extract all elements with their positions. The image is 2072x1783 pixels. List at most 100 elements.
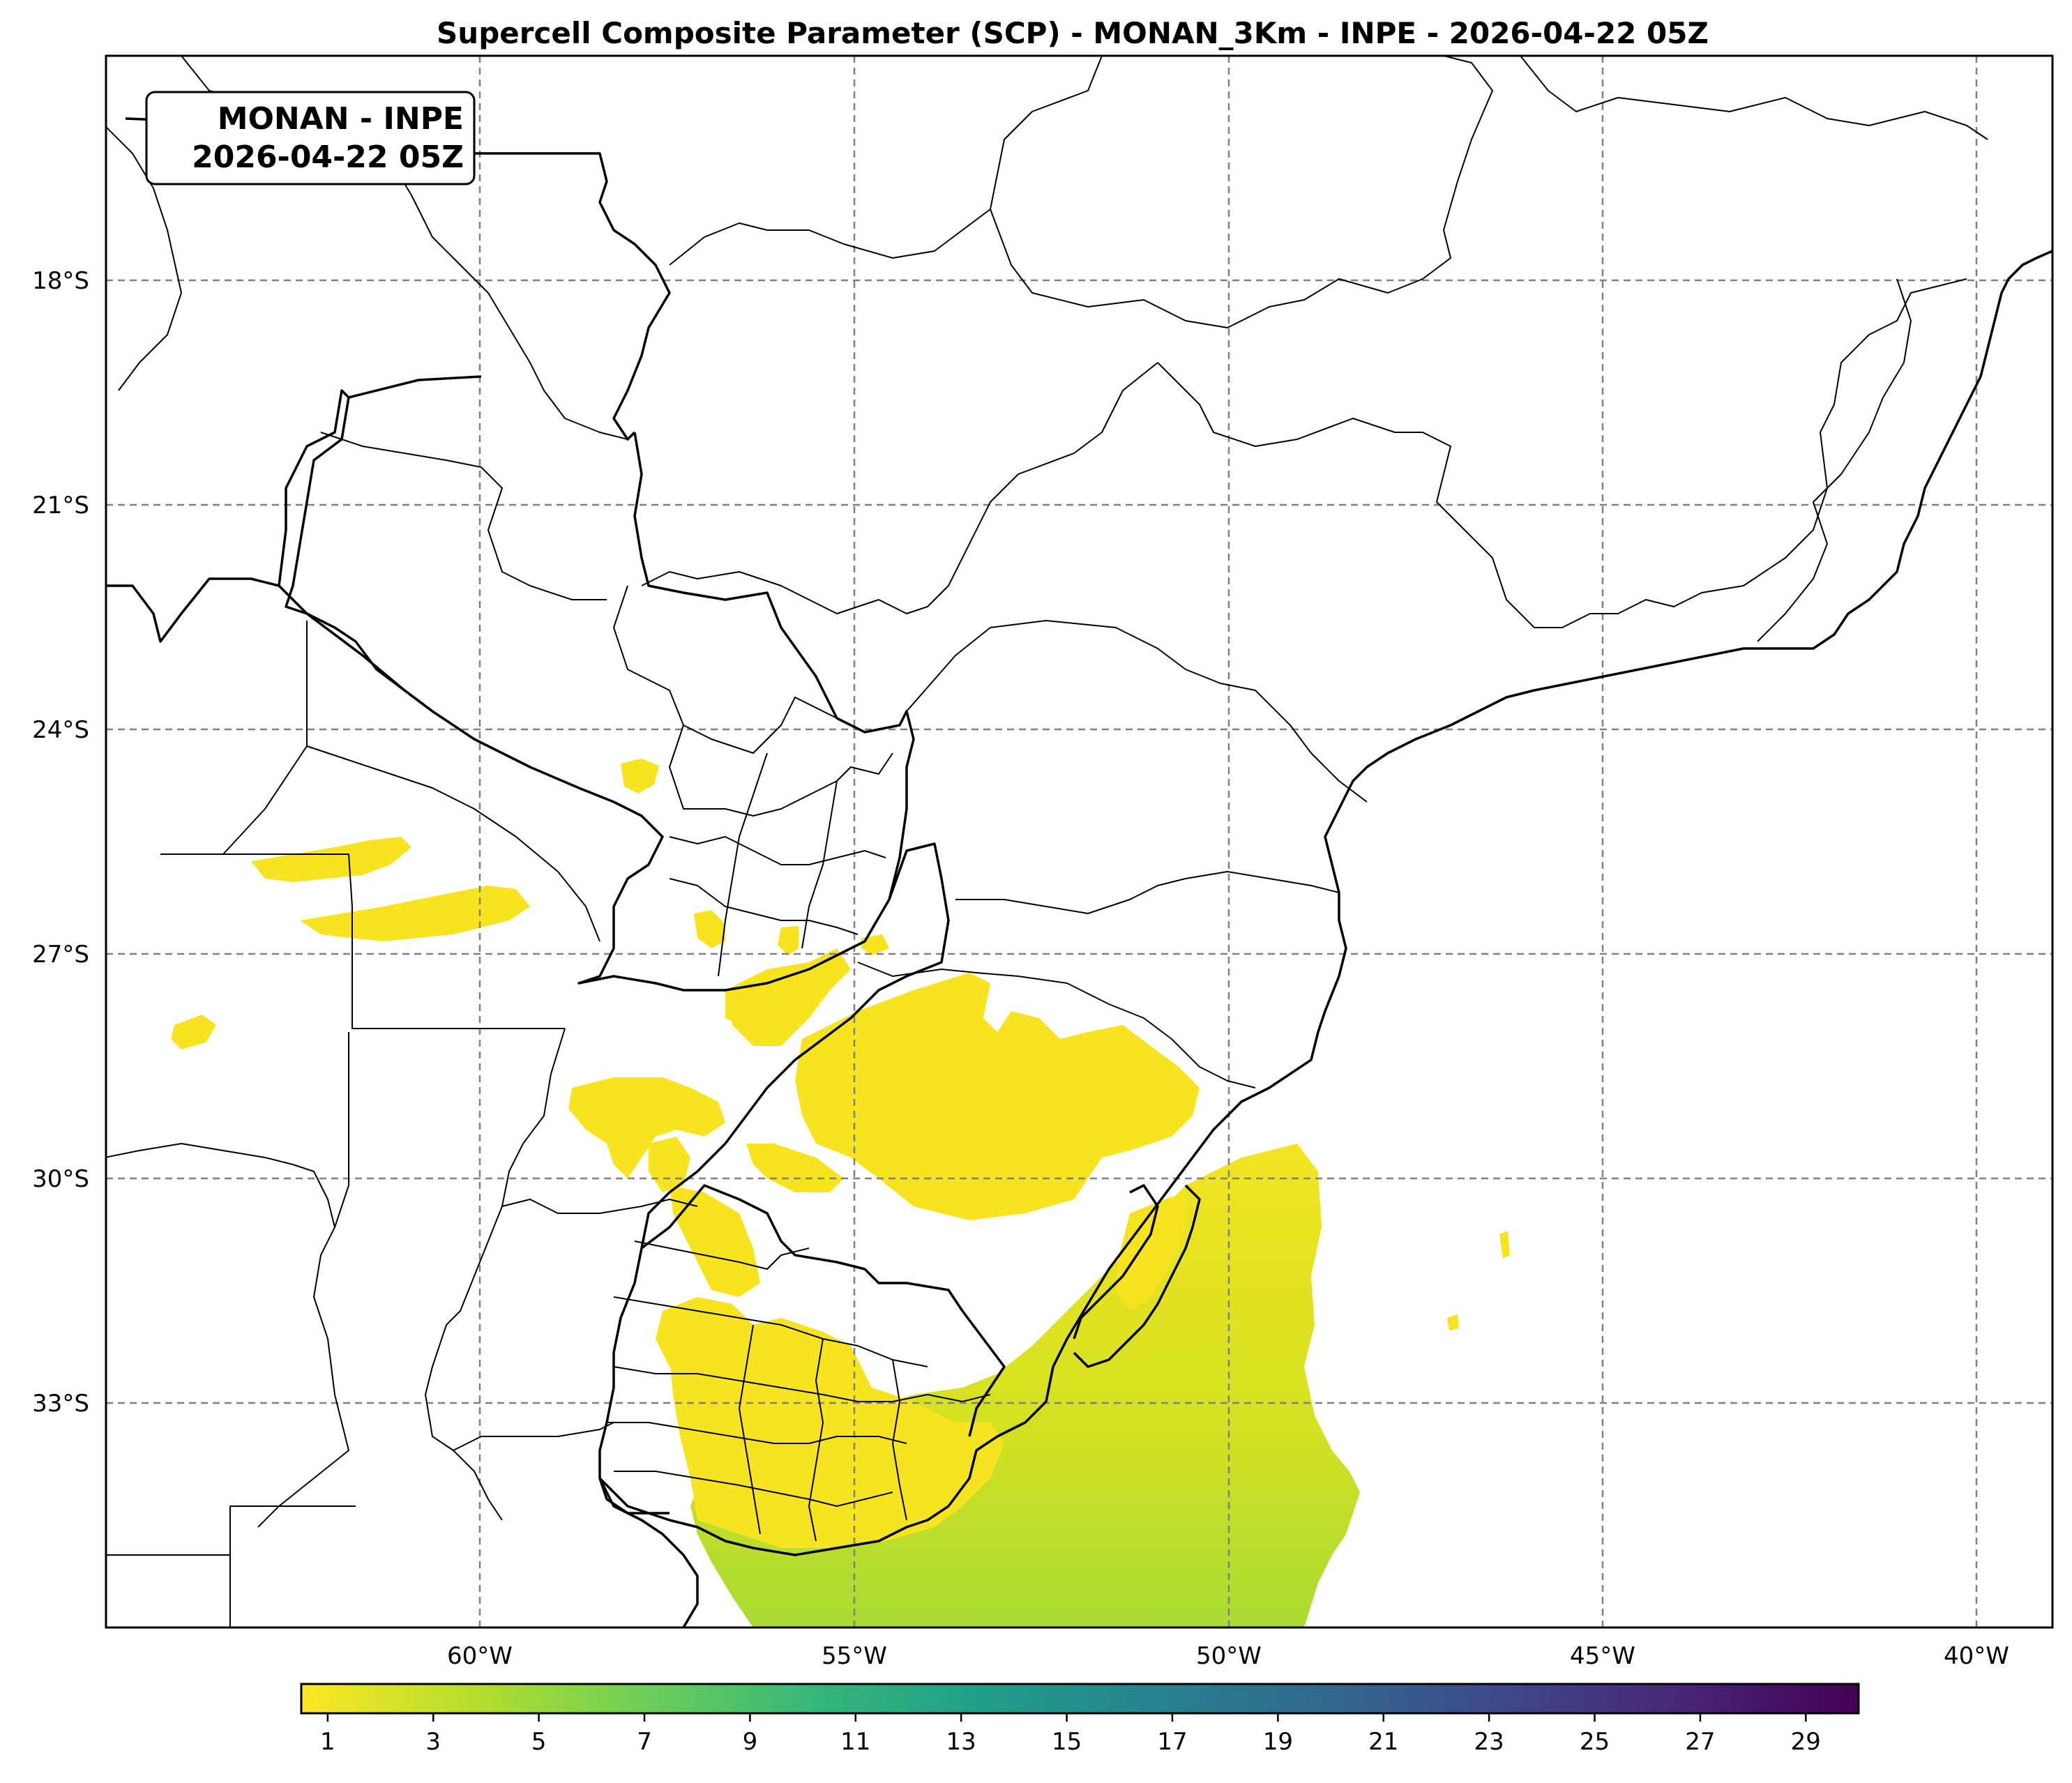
lat-tick-21: 21°S [32,492,89,519]
state-line-pr-sc [955,871,1340,914]
border-argentina-brazil [640,842,950,1249]
info-box-line2: 2026-04-22 05Z [192,139,464,175]
state-line-uruguay-6 [739,1324,761,1535]
colorbar-tick-label: 9 [743,1728,758,1756]
colorbar-tick-label: 15 [1052,1728,1082,1756]
state-line-arg-central-4 [501,1199,698,1214]
colorbar-tick-label: 13 [946,1728,976,1756]
state-line-uruguay-4 [607,1422,907,1444]
coast-patos-lagoon-west [1073,1184,1159,1340]
colorbar-tick-label: 23 [1474,1728,1504,1756]
border-brazil-paraguay [633,432,915,900]
state-line-arg-north-3 [222,621,308,855]
state-line-arg-central-3 [106,1143,335,1228]
field-uruguay-north [656,1297,865,1395]
state-line-paraguay-east-6 [801,780,838,949]
state-line-uruguay-1 [634,1240,810,1270]
state-line-sc-rs [857,962,1256,1088]
lon-tick-50: 50°W [1196,1642,1262,1670]
state-line-uruguay-3 [613,1366,991,1402]
colorbar-tick-label: 27 [1685,1728,1715,1756]
colorbar-bar [300,1683,1860,1715]
field-corrientes-south [649,1137,690,1192]
colorbar-tick-label: 7 [637,1728,652,1756]
state-line-uruguay-2 [613,1296,928,1367]
state-line-paraguay-east-4 [669,878,859,935]
state-line-ms-go [878,362,1158,614]
lat-tick-30: 30°S [32,1165,89,1193]
lon-tick-45: 45°W [1570,1642,1635,1670]
colorbar-tick-label: 17 [1157,1728,1187,1756]
field-patos-lagoon [1116,1192,1186,1311]
state-line-paraguay-east-5 [718,752,768,977]
lat-tick-24: 24°S [32,716,89,744]
colorbar-tick-label: 29 [1791,1728,1821,1756]
state-line-mg-es [1757,278,1912,642]
info-box-frame [145,91,476,185]
border-argentina-paraguay [305,612,891,992]
lat-tick-labels: 18°S 21°S 24°S 27°S 30°S 33°S [32,267,89,1418]
lon-tick-40: 40°W [1944,1642,2009,1670]
lat-tick-27: 27°S [32,941,89,969]
state-line-paraguay-east-2 [669,724,893,817]
colorbar-tick-label: 1 [320,1728,335,1756]
field-chaco-north [251,837,411,882]
border-brazil-uruguay [640,1184,1006,1437]
state-line-arg-north-2 [160,853,565,1029]
state-line-go-mg [669,208,991,266]
colorbar-tick-label: 19 [1263,1728,1293,1756]
field-offshore-speck-2 [1447,1314,1459,1330]
map-frame [105,54,2054,1629]
state-line-arg-north-1 [306,745,600,942]
state-line-uruguay-5 [614,1471,893,1507]
lon-tick-labels: 60°W 55°W 50°W 45°W 40°W [447,1642,2009,1670]
info-box: MONAN - INPE 2026-04-22 05Z [145,91,476,185]
coast-rio-de-la-plata [598,1366,1054,1556]
field-corrientes [568,1077,725,1178]
border-bolivia-west [278,389,350,586]
field-formosa-patch [621,759,659,794]
field-chaco-south [300,886,530,941]
field-uruguay-rgs-south [670,1346,1004,1548]
state-boundaries [106,56,1988,1628]
field-rgs-central [795,973,1200,1220]
coast-argentina-south [598,1478,699,1628]
scp-field [171,759,1510,1628]
field-paraguay-east [778,926,799,955]
coast-uruguay-brazil [1052,250,2052,1367]
colorbar-tick-label: 25 [1580,1728,1610,1756]
state-line-uruguay-7 [808,1338,824,1542]
field-misiones [725,983,753,1025]
colorbar-tick-label: 5 [531,1728,547,1756]
info-box-line1: MONAN - INPE [218,101,464,137]
lat-tick-18: 18°S [32,267,89,295]
state-line-mg-sp [1157,278,1967,628]
lon-tick-60: 60°W [447,1642,513,1670]
field-santiago-patches [171,1015,216,1049]
lat-tick-33: 33°S [32,1390,89,1418]
coast-patos-lagoon-east [1073,1184,1201,1368]
gridlines [106,56,2052,1628]
state-line-mg-north [990,56,1493,328]
colorbar-ticks: 1 3 5 7 9 11 13 15 17 19 21 23 25 27 29 [320,1713,1821,1756]
chart-title: Supercell Composite Parameter (SCP) - MO… [437,16,1709,50]
state-line-sp-pr [906,620,1368,803]
state-line-arg-central-1 [425,1028,566,1521]
state-line-mg-ba [1520,56,1988,140]
state-line-paraguay-east-1 [613,585,852,754]
state-line-arg-south-1 [106,1505,356,1556]
colorbar-tick-label: 21 [1368,1728,1398,1756]
map-content [106,56,2052,1628]
field-parana-patch [861,934,889,955]
border-bolivia-arg [106,577,308,643]
colorbar-tick-label: 11 [840,1728,870,1756]
colorbar: 1 3 5 7 9 11 13 15 17 19 21 23 25 27 29 [300,1683,1860,1756]
state-line-arg-central-2 [257,1032,349,1528]
field-uruguay-west [670,1185,760,1297]
state-line-arg-ba [453,1422,614,1451]
state-line-paraguay-chaco [320,432,607,600]
state-line-paraguay-east-3 [669,836,886,865]
border-argentina-uruguay [598,1247,670,1515]
lon-tick-55: 55°W [822,1642,887,1670]
